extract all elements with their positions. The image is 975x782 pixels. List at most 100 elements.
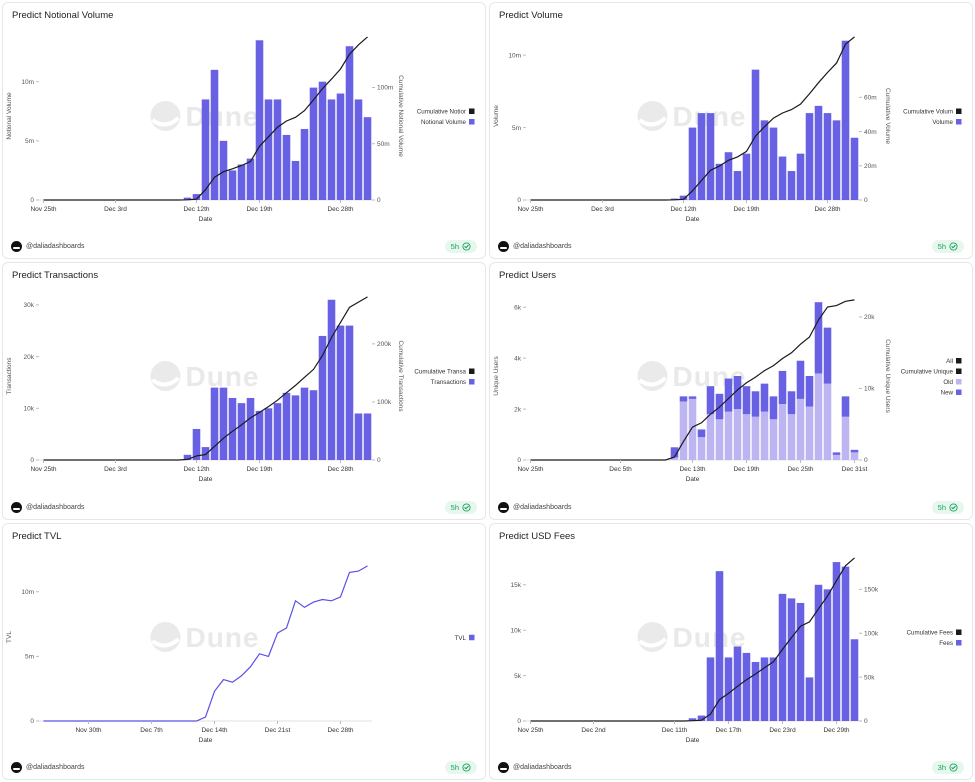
svg-text:0: 0 [864, 197, 868, 204]
chart-canvas[interactable]: Dune 0 5m 10m TVL Nov 30th Dec 7th Dec 14th Dec … [3, 543, 482, 755]
svg-text:5m: 5m [25, 138, 34, 145]
legend: Cumulative Fees Fees [907, 629, 962, 647]
author-avatar-icon [11, 241, 22, 253]
svg-text:TVL: TVL [455, 634, 467, 641]
bar [363, 413, 372, 461]
bar [255, 411, 264, 461]
refresh-badge[interactable]: 5h [931, 500, 964, 514]
chart-panel: Predict USD Fees Dune 0 5k 10k 15k 0 50k 100k 15… [489, 522, 973, 780]
svg-text:Dec 25th: Dec 25th [787, 466, 813, 473]
bar [850, 452, 859, 461]
bar [273, 403, 282, 461]
refresh-badge[interactable]: 5h [444, 240, 477, 254]
author-link[interactable]: @daliadashboards [498, 241, 571, 253]
svg-text:200k: 200k [377, 341, 392, 348]
bar [697, 113, 706, 200]
bar [850, 638, 859, 721]
bar [679, 396, 688, 402]
svg-text:Dune: Dune [186, 622, 260, 653]
refresh-badge[interactable]: 5h [444, 761, 477, 774]
refresh-time: 5h [450, 763, 459, 772]
svg-text:Dec 28th: Dec 28th [327, 206, 353, 213]
refresh-badge[interactable]: 5h [444, 500, 477, 514]
bar [715, 163, 724, 200]
author-link[interactable]: @daliadashboards [11, 762, 84, 773]
svg-text:Nov 25th: Nov 25th [30, 206, 56, 213]
svg-text:10k: 10k [511, 627, 522, 634]
bar [237, 164, 246, 200]
author-link[interactable]: @daliadashboards [498, 762, 571, 773]
bar [796, 153, 805, 200]
svg-text:Dec 12th: Dec 12th [183, 206, 209, 213]
bar [183, 455, 192, 461]
svg-text:Dec 12th: Dec 12th [670, 206, 696, 213]
bar [679, 401, 688, 461]
bar [769, 127, 778, 200]
check-circle-icon [949, 242, 958, 251]
cumulative-line [43, 565, 368, 722]
author-handle: @daliadashboards [513, 503, 572, 511]
chart-canvas[interactable]: Dune 0 5m 10m Notional Volume 0 50m 100m Cumulat… [3, 22, 482, 234]
svg-text:4k: 4k [514, 356, 522, 363]
bar [264, 408, 273, 461]
svg-text:Dune: Dune [186, 101, 260, 132]
bar [823, 383, 832, 461]
check-circle-icon [462, 503, 471, 512]
refresh-time: 5h [450, 502, 459, 512]
refresh-badge[interactable]: 3h [931, 761, 964, 774]
cumulative-line [530, 36, 855, 201]
chart-footer: @daliadashboards 5h [3, 239, 485, 258]
author-link[interactable]: @daliadashboards [11, 501, 84, 513]
chart-canvas[interactable]: Dune 0 5k 10k 15k 0 50k 100k 150k Nov 25th Dec 2nd… [490, 543, 969, 755]
refresh-badge[interactable]: 5h [931, 240, 964, 254]
legend: Cumulative Notior Notional Volume [417, 108, 475, 126]
bar [345, 46, 354, 201]
bar [778, 156, 787, 200]
bar [742, 386, 751, 415]
chart-canvas[interactable]: Dune 0 5m 10m Volume 0 20m 40m 60m Cumulative Vol… [490, 22, 969, 234]
svg-text:Date: Date [199, 216, 213, 223]
bar [192, 429, 201, 461]
svg-text:Date: Date [199, 476, 213, 483]
svg-text:Dec 3rd: Dec 3rd [591, 206, 614, 213]
svg-text:0: 0 [30, 718, 34, 725]
author-handle: @daliadashboards [513, 764, 572, 771]
bar [814, 584, 823, 721]
bar [228, 170, 237, 200]
svg-text:Nov 25th: Nov 25th [517, 206, 543, 213]
chart-canvas[interactable]: Dune 0 10k 20k 30k Transactions 0 100k 200k Cumul… [3, 282, 482, 494]
author-link[interactable]: @daliadashboards [498, 501, 572, 513]
chart-title: Predict Users [499, 270, 557, 282]
svg-text:40m: 40m [864, 129, 877, 136]
author-avatar-icon [498, 762, 509, 773]
bars [670, 40, 859, 201]
author-avatar-icon [11, 762, 22, 773]
bar [670, 457, 679, 461]
bar [354, 413, 363, 461]
dune-watermark: Dune [150, 101, 260, 132]
svg-text:5k: 5k [514, 672, 522, 679]
svg-text:Transactions: Transactions [6, 357, 13, 395]
svg-text:Dec 11th: Dec 11th [662, 727, 688, 734]
cumulative-line [43, 36, 368, 201]
bar [805, 376, 814, 407]
svg-text:Old: Old [943, 379, 953, 386]
legend: Cumulative Transa Transactions [414, 368, 475, 386]
bar [724, 152, 733, 200]
svg-text:Cumulative Transactions: Cumulative Transactions [397, 341, 404, 413]
svg-text:Cumulative Unique: Cumulative Unique [901, 369, 954, 376]
legend-swatch [956, 629, 962, 635]
bar [291, 395, 300, 461]
bar [255, 40, 264, 200]
bar [850, 137, 859, 200]
svg-text:Dec 7th: Dec 7th [140, 727, 163, 734]
author-link[interactable]: @daliadashboards [11, 241, 84, 253]
svg-text:5m: 5m [25, 653, 34, 660]
svg-text:Dec 19th: Dec 19th [733, 206, 759, 213]
svg-text:Dec 31st: Dec 31st [842, 466, 868, 473]
svg-text:Dune: Dune [186, 361, 260, 392]
bar [724, 411, 733, 461]
chart-footer: @daliadashboards 5h [490, 239, 972, 258]
bar [769, 396, 778, 420]
